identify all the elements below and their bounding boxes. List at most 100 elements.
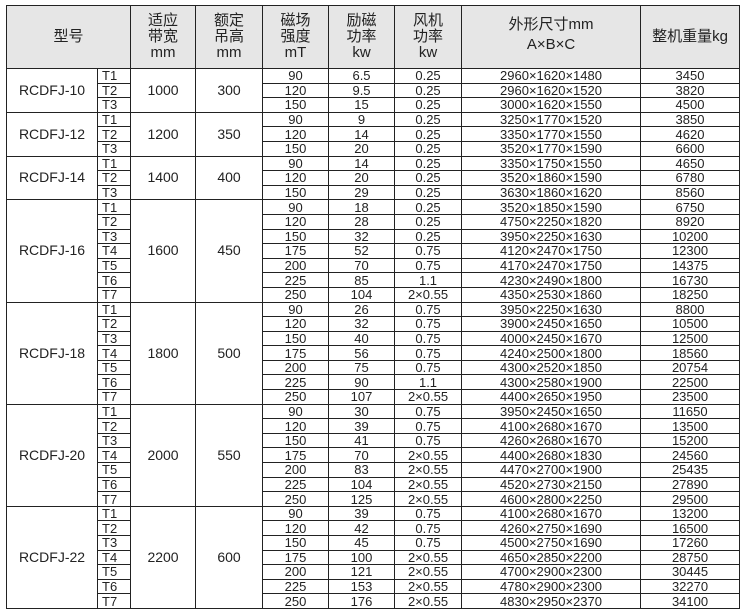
cell-excitation-power: 90: [328, 374, 396, 391]
cell-variant: T5: [96, 462, 132, 478]
cell-weight: 22500: [640, 374, 741, 391]
cell-excitation-power: 26: [328, 302, 396, 318]
table-row: T4 175 100 2×0.55 4650×2850×2200 28750: [7, 550, 741, 566]
cell-dimensions: 3630×1860×1620: [461, 185, 642, 201]
cell-field-strength: 120: [262, 214, 330, 230]
header-row: 型号 适应 带宽 mm 额定 吊高 mm 磁场 强度 mT 励磁 功率 kw 风机 功率 kw 外形…: [5, 5, 741, 69]
cell-weight: 10500: [640, 316, 741, 332]
cell-variant: T2: [96, 83, 132, 99]
cell-field-strength: 200: [262, 462, 330, 478]
cell-variant: T2: [96, 170, 132, 186]
cell-variant: T1: [96, 112, 132, 128]
table-row: T3 150 20 0.25 3520×1770×1590 6600: [7, 141, 741, 157]
cell-weight: 18250: [640, 287, 741, 303]
cell-variant: T6: [96, 272, 132, 288]
cell-lift-height: 500: [195, 302, 264, 405]
cell-variant: T3: [96, 185, 132, 201]
table-row: T6 225 90 1.1 4300×2580×1900 22500: [7, 374, 741, 391]
cell-fan-power: 2×0.55: [394, 579, 463, 595]
table-row: T3 150 15 0.25 3000×1620×1550 4500: [7, 97, 741, 113]
cell-field-strength: 225: [262, 579, 330, 595]
cell-dimensions: 3000×1620×1550: [461, 97, 642, 113]
model-name: RCDFJ-18: [6, 302, 98, 405]
table-row: T5 200 75 0.75 4300×2520×1850 20754: [7, 360, 741, 376]
cell-fan-power: 0.25: [394, 141, 463, 157]
cell-fan-power: 2×0.55: [394, 447, 463, 464]
cell-field-strength: 225: [262, 272, 330, 288]
cell-lift-height: 600: [195, 506, 264, 609]
cell-excitation-power: 104: [328, 477, 396, 493]
header-lift-height: 额定 吊高 mm: [195, 5, 264, 69]
cell-variant: T1: [96, 68, 132, 84]
cell-excitation-power: 45: [328, 535, 396, 551]
cell-lift-height: 450: [195, 199, 264, 303]
cell-field-strength: 175: [262, 550, 330, 566]
cell-weight: 6750: [640, 199, 741, 215]
cell-weight: 6600: [640, 141, 741, 157]
cell-variant: T1: [96, 199, 132, 215]
cell-band-width: 1000: [130, 68, 197, 113]
cell-lift-height: 350: [195, 112, 264, 157]
cell-field-strength: 175: [262, 243, 330, 259]
model-name: RCDFJ-14: [6, 156, 98, 201]
cell-dimensions: 4120×2470×1750: [461, 243, 642, 259]
cell-dimensions: 4260×2680×1670: [461, 433, 642, 449]
cell-fan-power: 2×0.55: [394, 564, 463, 580]
cell-weight: 24560: [640, 447, 741, 464]
cell-excitation-power: 40: [328, 331, 396, 347]
cell-dimensions: 4240×2500×1800: [461, 345, 642, 361]
table-row: RCDFJ-14 T1 1400 400 90 14 0.25 3350×1750×1550 4…: [6, 156, 741, 201]
cell-excitation-power: 85: [328, 272, 396, 288]
cell-variant: T2: [96, 520, 132, 536]
cell-fan-power: 1.1: [394, 272, 463, 288]
cell-dimensions: 4400×2650×1950: [461, 389, 642, 405]
cell-fan-power: 0.75: [394, 331, 463, 347]
cell-variant: T7: [96, 287, 132, 303]
cell-weight: 23500: [640, 389, 741, 405]
cell-fan-power: 0.25: [394, 83, 463, 99]
cell-weight: 32270: [640, 579, 741, 595]
cell-fan-power: 2×0.55: [394, 389, 463, 405]
cell-weight: 14375: [640, 258, 741, 274]
cell-excitation-power: 9: [328, 112, 396, 128]
cell-weight: 13200: [640, 506, 741, 522]
cell-dimensions: 4100×2680×1670: [461, 418, 642, 434]
cell-excitation-power: 18: [328, 199, 396, 215]
table-row: T5 200 70 0.75 4170×2470×1750 14375: [7, 258, 741, 274]
cell-variant: T7: [96, 491, 132, 507]
header-excitation-power: 励磁 功率 kw: [328, 5, 396, 69]
cell-dimensions: 4350×2530×1860: [461, 287, 642, 303]
cell-excitation-power: 176: [328, 593, 396, 609]
cell-fan-power: 2×0.55: [394, 550, 463, 566]
cell-field-strength: 250: [262, 593, 330, 609]
cell-dimensions: 3950×2250×1630: [461, 229, 642, 245]
cell-excitation-power: 14: [328, 126, 396, 142]
cell-excitation-power: 29: [328, 185, 396, 201]
cell-variant: T3: [96, 229, 132, 245]
cell-fan-power: 0.25: [394, 112, 463, 128]
model-name: RCDFJ-20: [6, 404, 98, 507]
table-row: T6 225 104 2×0.55 4520×2730×2150 27890: [7, 477, 741, 493]
cell-lift-height: 300: [195, 68, 264, 113]
table-row: T6 225 153 2×0.55 4780×2900×2300 32270: [7, 579, 741, 595]
cell-fan-power: 2×0.55: [394, 287, 463, 303]
cell-dimensions: 3520×1850×1590: [461, 199, 642, 215]
cell-fan-power: 0.75: [394, 302, 463, 318]
spec-table: 型号 适应 带宽 mm 额定 吊高 mm 磁场 强度 mT 励磁 功率 kw 风机 功率 kw 外形…: [5, 5, 741, 609]
cell-dimensions: 4470×2700×1900: [461, 462, 642, 478]
cell-variant: T3: [96, 97, 132, 113]
cell-fan-power: 0.75: [394, 535, 463, 551]
cell-weight: 28750: [640, 550, 741, 566]
cell-fan-power: 0.75: [394, 345, 463, 361]
cell-variant: T3: [96, 331, 132, 347]
cell-field-strength: 250: [262, 287, 330, 303]
header-dimensions: 外形尺寸mm A×B×C: [461, 5, 642, 69]
cell-fan-power: 2×0.55: [394, 593, 463, 609]
cell-dimensions: 4780×2900×2300: [461, 579, 642, 595]
cell-dimensions: 3950×2450×1650: [461, 404, 642, 420]
cell-band-width: 1600: [130, 199, 197, 303]
cell-weight: 27890: [640, 477, 741, 493]
cell-weight: 10200: [640, 229, 741, 245]
cell-dimensions: 4170×2470×1750: [461, 258, 642, 274]
cell-fan-power: 0.25: [394, 126, 463, 142]
